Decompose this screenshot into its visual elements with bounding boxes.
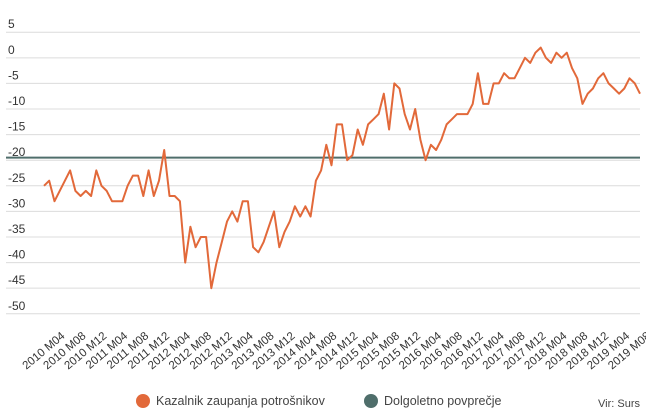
y-tick-label: -40 bbox=[8, 248, 26, 262]
y-tick-label: -50 bbox=[8, 299, 26, 313]
y-tick-label: -15 bbox=[8, 120, 26, 134]
grid-lines bbox=[6, 31, 640, 315]
legend-item-consumer-confidence: Kazalnik zaupanja potrošnikov bbox=[136, 394, 325, 408]
legend: Kazalnik zaupanja potrošnikov Dolgoletno… bbox=[0, 394, 646, 414]
series-layer bbox=[6, 46, 641, 290]
y-tick-label: -10 bbox=[8, 94, 26, 108]
legend-swatch-consumer-confidence bbox=[136, 394, 150, 408]
y-tick-label: 0 bbox=[8, 43, 15, 57]
y-axis: 5 0 -5 -10 -15 -20 -25 -30 -35 -40 -45 -50 bbox=[8, 17, 26, 313]
y-tick-label: -20 bbox=[8, 145, 26, 159]
y-tick-label: 5 bbox=[8, 17, 15, 31]
y-tick-label: -5 bbox=[8, 68, 19, 82]
source-note: Vir: Surs bbox=[598, 398, 640, 410]
legend-label-consumer-confidence: Kazalnik zaupanja potrošnikov bbox=[156, 394, 325, 408]
y-tick-label: -30 bbox=[8, 196, 26, 210]
y-tick-label: -45 bbox=[8, 273, 26, 287]
series-line-consumer-confidence bbox=[43, 46, 641, 290]
y-tick-label: -25 bbox=[8, 171, 26, 185]
y-tick-label: -35 bbox=[8, 222, 26, 236]
legend-label-long-term-average: Dolgoletno povprečje bbox=[384, 394, 502, 408]
legend-swatch-long-term-average bbox=[364, 394, 378, 408]
legend-item-long-term-average: Dolgoletno povprečje bbox=[364, 394, 501, 408]
